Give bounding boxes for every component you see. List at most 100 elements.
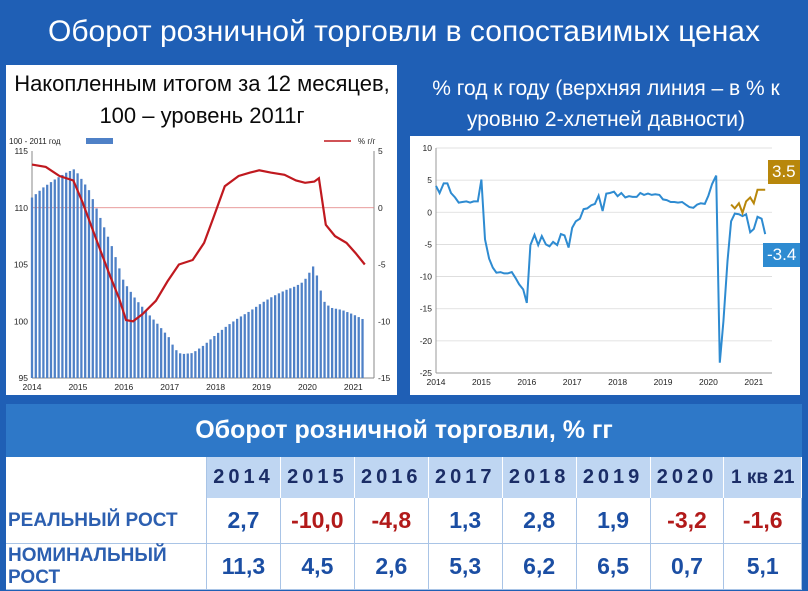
x-tick-label: 2019 (252, 382, 271, 392)
table-corner (6, 457, 207, 498)
table-cell: 6,5 (576, 543, 651, 590)
table-cell: 1,9 (576, 498, 651, 544)
x-tick-label: 2015 (472, 377, 491, 387)
bar (319, 290, 322, 378)
right-chart-panel: % год к году (верхняя линия – в % к уров… (406, 65, 802, 395)
bar (152, 319, 155, 378)
table-cell: 4,5 (280, 543, 355, 590)
bar (182, 353, 186, 378)
right-chart: -25 -20 -15 -10 -5 0 5 10 2014 2015 2016 2017 2018 20… (420, 143, 772, 387)
bar (304, 278, 307, 378)
table-cell: -3,2 (650, 498, 725, 544)
gold-value-badge: 3.5 (768, 160, 800, 184)
bar (84, 184, 87, 378)
bar (38, 190, 41, 378)
x-tick-label: 2019 (654, 377, 673, 387)
bar (338, 309, 341, 378)
x-tick-label: 2018 (206, 382, 225, 392)
bar (57, 177, 60, 378)
y-left-tick-label: 100 (14, 316, 28, 326)
bar (133, 297, 136, 378)
header-2016: 2016 (354, 457, 429, 498)
bar (61, 174, 64, 378)
bar (34, 194, 37, 378)
right-chart-subtitle: % год к году (верхняя линия – в % к уров… (432, 77, 780, 131)
bar (251, 309, 254, 378)
bar (353, 315, 357, 378)
bar (300, 282, 303, 378)
bar (330, 307, 334, 378)
bar (49, 182, 53, 378)
table-cell: 2,6 (354, 543, 429, 590)
bar (334, 308, 338, 378)
x-tick-label: 2014 (23, 382, 42, 392)
y-tick-label: -20 (420, 336, 433, 346)
x-tick-label: 2017 (563, 377, 582, 387)
bar (213, 335, 216, 378)
bar (30, 197, 34, 378)
y-right-tick-label: -15 (378, 373, 391, 383)
x-tick-label: 2015 (68, 382, 87, 392)
bar (247, 311, 250, 378)
bar (209, 339, 212, 378)
x-tick-label: 2020 (699, 377, 718, 387)
bar (80, 178, 83, 378)
bar (258, 304, 262, 378)
bar (129, 291, 132, 378)
row-label-nominal: НОМИНАЛЬНЫЙ РОСТ (6, 543, 207, 590)
table-cell: 11,3 (206, 543, 281, 590)
bar (122, 279, 125, 378)
bar (156, 323, 159, 378)
bar (255, 306, 258, 378)
bar (114, 257, 117, 378)
bar (289, 288, 292, 378)
bar (68, 171, 72, 378)
bar (327, 305, 330, 378)
y-left-tick-label: 110 (14, 203, 28, 213)
table-cell: 0,7 (650, 543, 725, 590)
x-tick-label: 2017 (160, 382, 179, 392)
bar (270, 297, 273, 378)
right-chart-plot-area (410, 136, 800, 395)
table-cell: -4,8 (354, 498, 429, 544)
table-row-nominal: НОМИНАЛЬНЫЙ РОСТ 11,3 4,5 2,6 5,3 6,2 6,… (6, 543, 802, 590)
x-tick-label: 2020 (298, 382, 317, 392)
bar (311, 266, 315, 378)
y-right-tick-label: 5 (378, 146, 383, 156)
left-chart: 100 - 2011 год % г/г 95 100 105 110 115 -15 -10 -… (9, 137, 391, 392)
bar (76, 173, 79, 378)
bar (194, 351, 197, 378)
bar (266, 299, 269, 378)
bar (217, 332, 220, 378)
bar (160, 328, 163, 378)
left-chart-panel: Накопленным итогом за 12 месяцев, 100 – … (6, 65, 397, 395)
header-2020: 2020 (650, 457, 725, 498)
bar (277, 293, 281, 378)
table-header-row: 2014 2015 2016 2017 2018 2019 2020 1 кв … (6, 457, 802, 498)
y-tick-label: -15 (420, 304, 433, 314)
header-2018: 2018 (502, 457, 577, 498)
bar (232, 321, 235, 378)
data-table: 2014 2015 2016 2017 2018 2019 2020 1 кв … (6, 457, 802, 590)
bar (239, 316, 243, 378)
bar (163, 332, 167, 378)
y-tick-label: -25 (420, 368, 433, 378)
bar (224, 326, 227, 378)
row-label-real: РЕАЛЬНЫЙ РОСТ (6, 498, 207, 544)
bar (171, 344, 174, 378)
y-tick-label: 5 (427, 175, 432, 185)
two-year-line (730, 188, 766, 216)
bar (201, 345, 205, 378)
table-cell: 2,7 (206, 498, 281, 544)
legend-label: % г/г (358, 137, 375, 146)
bar (296, 284, 300, 378)
bar (103, 227, 106, 378)
y-tick-label: -10 (420, 272, 433, 282)
bar (190, 353, 193, 378)
bar (53, 179, 56, 378)
table-title: Оборот розничной торговли, % гг (6, 404, 802, 457)
y-tick-label: -5 (424, 239, 432, 249)
bar (99, 217, 102, 378)
bar (87, 190, 91, 378)
bar (167, 337, 170, 378)
